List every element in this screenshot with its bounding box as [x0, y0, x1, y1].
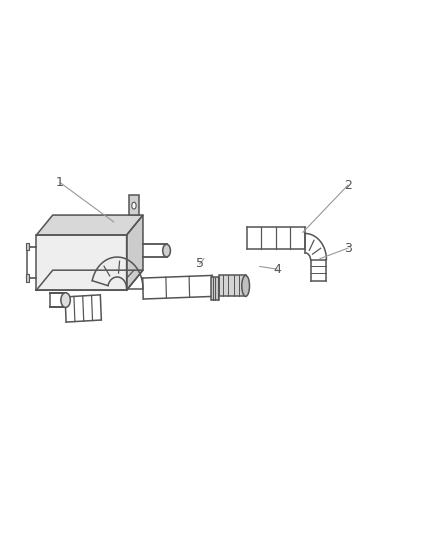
- Text: 1: 1: [56, 176, 64, 189]
- Bar: [26, 243, 29, 251]
- Polygon shape: [36, 270, 143, 290]
- Ellipse shape: [61, 293, 71, 308]
- Polygon shape: [36, 235, 127, 290]
- Bar: [26, 274, 29, 282]
- Polygon shape: [127, 215, 143, 290]
- Ellipse shape: [242, 276, 250, 296]
- Bar: [219, 276, 246, 296]
- Text: 3: 3: [344, 241, 352, 255]
- Text: 4: 4: [273, 263, 281, 276]
- Text: 2: 2: [344, 179, 352, 192]
- Ellipse shape: [162, 244, 170, 257]
- Bar: [211, 277, 219, 300]
- Polygon shape: [36, 215, 143, 235]
- Ellipse shape: [132, 202, 136, 209]
- FancyBboxPatch shape: [129, 195, 139, 215]
- Text: 5: 5: [196, 257, 204, 270]
